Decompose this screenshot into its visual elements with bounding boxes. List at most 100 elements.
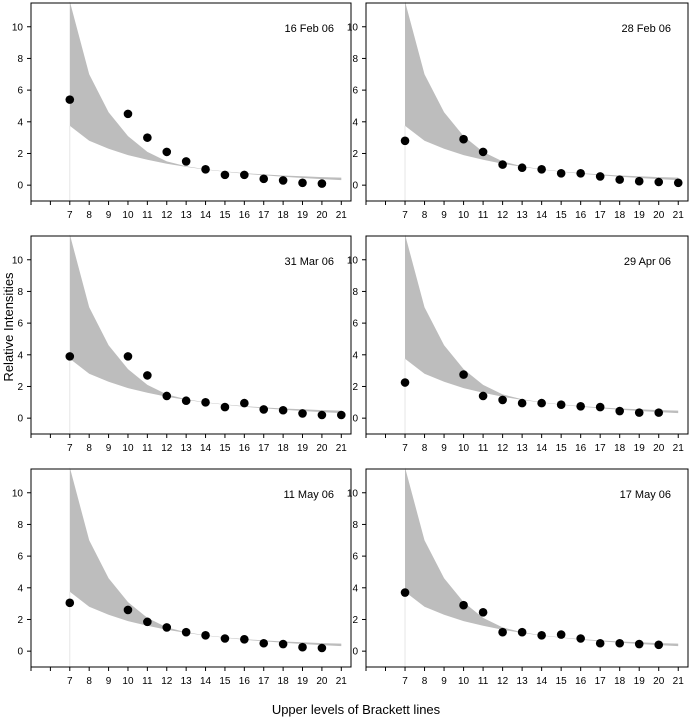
x-tick-label: 14 [536,443,548,454]
x-tick-label: 16 [575,676,587,687]
x-tick-label: 20 [653,443,665,454]
x-tick-label: 8 [422,443,428,454]
data-point [181,396,191,406]
data-point [162,391,172,401]
y-tick-label: 2 [352,382,358,393]
data-point [317,179,327,188]
data-point [517,627,527,637]
x-tick-label: 21 [673,210,685,221]
data-point [259,405,269,414]
panel-frame [30,235,352,435]
x-tick-label: 17 [595,443,607,454]
x-tick-label: 18 [614,676,626,687]
data-point [123,605,133,615]
panel-date-label: 29 Apr 06 [624,256,671,268]
panel-date-label: 17 May 06 [620,489,671,501]
x-tick-label: 20 [316,443,328,454]
x-tick-label: 12 [161,443,173,454]
x-tick-label: 9 [441,443,447,454]
x-tick-label: 12 [497,676,509,687]
y-tick-label: 0 [17,181,23,192]
x-tick-label: 13 [517,443,529,454]
x-tick-label: 19 [297,676,309,687]
panel-6: 0 2 4 6 8 10 7 8 9 10 11 12 13 14 15 16 17 18 19 20 21 17 May… [347,467,689,687]
data-point [220,634,230,643]
y-tick-label: 10 [347,22,359,33]
data-point [595,402,605,412]
x-tick-label: 8 [422,210,428,221]
data-point [654,408,664,417]
data-point [673,178,683,188]
x-tick-label: 14 [200,443,212,454]
y-tick-label: 2 [17,382,23,393]
y-tick-label: 6 [17,552,23,563]
y-tick-label: 4 [352,117,358,128]
x-tick-label: 19 [634,210,646,221]
data-point [317,643,327,653]
panel-1: 0 2 4 6 8 10 7 8 9 10 11 12 13 14 15 16 17 18 19 20 21 16 Feb… [12,1,352,221]
data-point [498,160,507,169]
data-point [595,172,605,181]
data-point [537,631,546,640]
data-point [298,178,307,188]
data-point [615,175,624,184]
data-point [498,395,507,405]
y-tick-label: 6 [352,319,358,330]
panel-date-label: 11 May 06 [283,489,334,501]
x-tick-label: 18 [278,676,290,687]
x-tick-label: 21 [336,210,348,221]
y-tick-label: 10 [12,488,24,499]
y-tick-label: 2 [17,615,23,626]
x-axis-title: Upper levels of Brackett lines [272,702,441,717]
panel-date-label: 28 Feb 06 [621,23,671,35]
x-tick-label: 11 [478,210,489,221]
y-tick-label: 8 [17,287,23,298]
y-tick-label: 10 [347,488,359,499]
x-tick-label: 16 [239,210,251,221]
x-tick-label: 10 [458,676,470,687]
data-point [654,640,664,650]
x-tick-label: 16 [575,443,587,454]
x-tick-label: 9 [441,676,447,687]
x-tick-label: 15 [219,676,231,687]
y-tick-label: 8 [352,287,358,298]
data-point [181,157,191,166]
x-tick-label: 20 [653,210,665,221]
panel-5: 0 2 4 6 8 10 7 8 9 10 11 12 13 14 15 16 17 18 19 20 21 11 May… [12,467,352,687]
panel-3: 0 2 4 6 8 10 7 8 9 10 11 12 13 14 15 16 17 18 19 20 21 31 Mar… [12,234,352,454]
data-point [337,410,346,420]
x-tick-label: 12 [161,210,173,221]
x-tick-label: 14 [200,676,212,687]
y-tick-label: 0 [352,414,358,425]
data-point [478,608,488,617]
panel-frame [365,468,689,668]
data-point [240,398,249,408]
data-point [240,170,249,180]
y-tick-label: 10 [12,22,24,33]
data-point [201,631,210,640]
data-point [654,177,664,187]
x-tick-label: 7 [402,443,408,454]
data-point [478,147,488,157]
x-tick-label: 9 [441,210,447,221]
x-tick-label: 16 [575,210,587,221]
x-tick-label: 13 [181,443,193,454]
x-tick-label: 11 [478,676,489,687]
panel-frame [30,2,352,202]
x-tick-label: 18 [278,443,290,454]
y-tick-label: 4 [17,350,23,361]
panel-frame [365,235,689,435]
x-tick-label: 15 [219,210,231,221]
x-tick-label: 19 [297,443,309,454]
x-tick-label: 17 [595,676,607,687]
x-tick-label: 15 [219,443,231,454]
panel-4: 0 2 4 6 8 10 7 8 9 10 11 12 13 14 15 16 17 18 19 20 21 29 Apr… [347,234,689,454]
y-tick-label: 0 [352,647,358,658]
x-tick-label: 15 [556,210,568,221]
data-point [576,168,585,178]
data-point [220,170,230,180]
x-tick-label: 14 [536,210,548,221]
data-point [278,176,288,185]
